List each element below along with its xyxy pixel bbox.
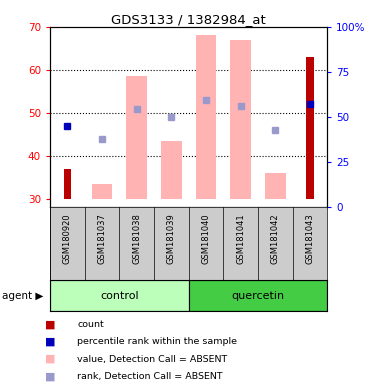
Text: quercetin: quercetin <box>231 291 285 301</box>
Bar <box>230 40 251 199</box>
Bar <box>265 173 286 199</box>
Text: count: count <box>77 320 104 329</box>
Text: rank, Detection Call = ABSENT: rank, Detection Call = ABSENT <box>77 372 223 381</box>
Bar <box>161 141 182 199</box>
Text: ■: ■ <box>45 354 55 364</box>
Bar <box>126 76 147 199</box>
Title: GDS3133 / 1382984_at: GDS3133 / 1382984_at <box>111 13 266 26</box>
Text: GSM181037: GSM181037 <box>97 213 107 264</box>
Bar <box>92 184 112 199</box>
Text: GSM181039: GSM181039 <box>167 213 176 264</box>
Text: ■: ■ <box>45 319 55 329</box>
Text: GSM181040: GSM181040 <box>201 213 211 264</box>
Text: GSM181043: GSM181043 <box>305 213 315 264</box>
Text: value, Detection Call = ABSENT: value, Detection Call = ABSENT <box>77 354 227 364</box>
Bar <box>306 57 313 199</box>
Bar <box>50 280 189 311</box>
Bar <box>196 35 216 199</box>
Text: control: control <box>100 291 139 301</box>
Text: ■: ■ <box>45 337 55 347</box>
Text: agent ▶: agent ▶ <box>2 291 43 301</box>
Text: percentile rank within the sample: percentile rank within the sample <box>77 337 237 346</box>
Bar <box>189 280 327 311</box>
Text: GSM181041: GSM181041 <box>236 213 245 264</box>
Text: ■: ■ <box>45 371 55 381</box>
Text: GSM181042: GSM181042 <box>271 213 280 264</box>
Text: GSM181038: GSM181038 <box>132 213 141 264</box>
Text: GSM180920: GSM180920 <box>63 213 72 264</box>
Bar <box>64 169 71 199</box>
